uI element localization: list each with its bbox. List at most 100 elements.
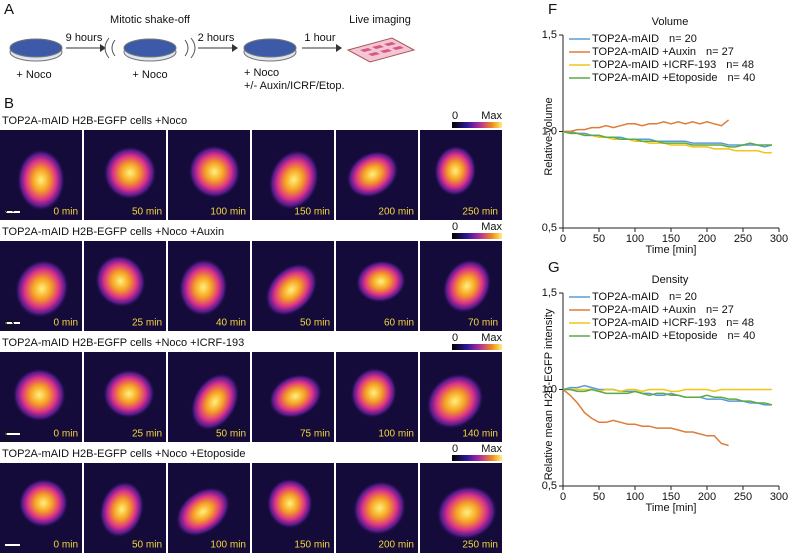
time-label: 0 min <box>54 318 78 329</box>
colorbar-min: 0 <box>452 443 458 455</box>
chart: F Volume 0,5 1,0 1,5 0 50 100 150 200 250 300 Time [… <box>542 1 788 256</box>
arrow-head <box>336 44 342 52</box>
row-caption: TOP2A-mAID H2B-EGFP cells +Noco +Auxin <box>2 226 224 238</box>
time-label: 75 min <box>300 429 330 440</box>
colorbar <box>452 122 502 128</box>
legend-n: n= 40 <box>727 330 755 342</box>
series-line <box>562 384 772 406</box>
step-text: +/- Auxin/ICRF/Etop. <box>244 80 345 92</box>
step-text: Mitotic shake-off <box>110 14 191 26</box>
panel-label: G <box>548 259 560 276</box>
y-axis-label: Relative mean H2B-EGFP intensity <box>543 308 555 480</box>
time-label: 25 min <box>132 429 162 440</box>
time-label: 0 min <box>54 207 78 218</box>
time-label: 50 min <box>216 429 246 440</box>
chart-title: Density <box>652 274 689 286</box>
legend-label: TOP2A-mAID <box>592 291 659 303</box>
time-label: 40 min <box>216 318 246 329</box>
step-time: 9 hours <box>66 32 103 44</box>
step-time: 1 hour <box>304 32 336 44</box>
chromosome-mass <box>94 254 146 308</box>
x-tick-label: 150 <box>662 491 680 503</box>
step-text: + Noco <box>244 67 279 79</box>
x-tick-label: 250 <box>734 233 752 245</box>
chromosome-mass <box>178 258 228 317</box>
legend-n: n= 27 <box>706 304 734 316</box>
charts: F Volume 0,5 1,0 1,5 0 50 100 150 200 250 300 Time [… <box>542 1 788 514</box>
chromosome-mass <box>18 478 69 528</box>
legend-label: TOP2A-mAID +Auxin <box>592 304 696 316</box>
time-label: 70 min <box>468 318 498 329</box>
time-label: 0 min <box>54 429 78 440</box>
chromosome-mass <box>265 263 318 317</box>
chromosome-mass <box>346 150 399 198</box>
colorbar-max: Max <box>481 110 502 122</box>
chart: G Density 0,5 1,0 1,5 0 50 100 150 200 250 300 Time … <box>542 259 788 514</box>
time-label: 200 min <box>378 540 414 551</box>
y-axis-label: Relative volume <box>543 97 555 175</box>
x-tick-label: 300 <box>770 491 788 503</box>
colorbar-max: Max <box>481 221 502 233</box>
legend-n: n= 20 <box>669 291 697 303</box>
colorbar-min: 0 <box>452 221 458 233</box>
time-label: 60 min <box>384 318 414 329</box>
colorbar-min: 0 <box>452 332 458 344</box>
chart-title: Volume <box>652 16 689 28</box>
chromosome-mass <box>442 259 492 314</box>
time-label: 200 min <box>378 207 414 218</box>
time-label: 150 min <box>294 207 330 218</box>
y-tick-label: 1,0 <box>542 383 557 395</box>
chromosome-mass <box>99 481 145 538</box>
legend-label: TOP2A-mAID <box>592 33 659 45</box>
time-label: 250 min <box>462 207 498 218</box>
chromosome-mass <box>102 369 155 419</box>
chromosome-mass <box>434 145 477 197</box>
legend-n: n= 20 <box>669 33 697 45</box>
imaging-slide <box>346 37 416 63</box>
colorbar <box>452 344 502 350</box>
chromosome-mass <box>352 480 407 536</box>
x-tick-label: 100 <box>626 491 644 503</box>
y-tick-label: 1,5 <box>542 287 557 299</box>
series-line <box>562 388 729 447</box>
chromosome-mass <box>355 260 407 303</box>
x-axis-label: Time [min] <box>646 502 697 514</box>
dish <box>243 38 297 62</box>
chromosome-mass <box>175 486 231 537</box>
series-line <box>563 388 772 406</box>
series-line <box>563 119 730 133</box>
chromosome-mass <box>268 149 320 210</box>
legend-label: TOP2A-mAID +ICRF-193 <box>592 317 716 329</box>
x-tick-label: 0 <box>560 233 566 245</box>
time-label: 50 min <box>132 207 162 218</box>
row-caption: TOP2A-mAID H2B-EGFP cells +Noco +ICRF-19… <box>2 337 244 349</box>
time-label: 100 min <box>210 207 246 218</box>
time-label: 150 min <box>294 540 330 551</box>
time-label: 25 min <box>132 318 162 329</box>
panel-label: E <box>4 428 14 445</box>
legend-n: n= 40 <box>727 72 755 84</box>
legend-label: TOP2A-mAID +Etoposide <box>592 72 717 84</box>
legend-n: n= 48 <box>726 317 754 329</box>
row-caption: TOP2A-mAID H2B-EGFP cells +Noco +Etoposi… <box>2 448 246 460</box>
legend-label: TOP2A-mAID +Auxin <box>592 46 696 58</box>
panel-label: D <box>4 317 15 334</box>
y-tick-label: 1,5 <box>542 29 557 41</box>
panel-label: C <box>4 206 15 223</box>
x-tick-label: 100 <box>626 233 644 245</box>
series-line <box>562 130 772 148</box>
x-tick-label: 50 <box>593 233 605 245</box>
time-label: 100 min <box>210 540 246 551</box>
colorbar <box>452 233 502 239</box>
chromosome-mass <box>188 145 241 199</box>
x-tick-label: 150 <box>662 233 680 245</box>
time-label: 100 min <box>378 429 414 440</box>
step-time: 2 hours <box>198 32 235 44</box>
x-tick-label: 300 <box>770 233 788 245</box>
chromosome-mass <box>426 373 484 430</box>
time-label: 250 min <box>462 540 498 551</box>
series-line <box>562 130 772 154</box>
time-label: 0 min <box>54 540 78 551</box>
legend-n: n= 48 <box>726 59 754 71</box>
